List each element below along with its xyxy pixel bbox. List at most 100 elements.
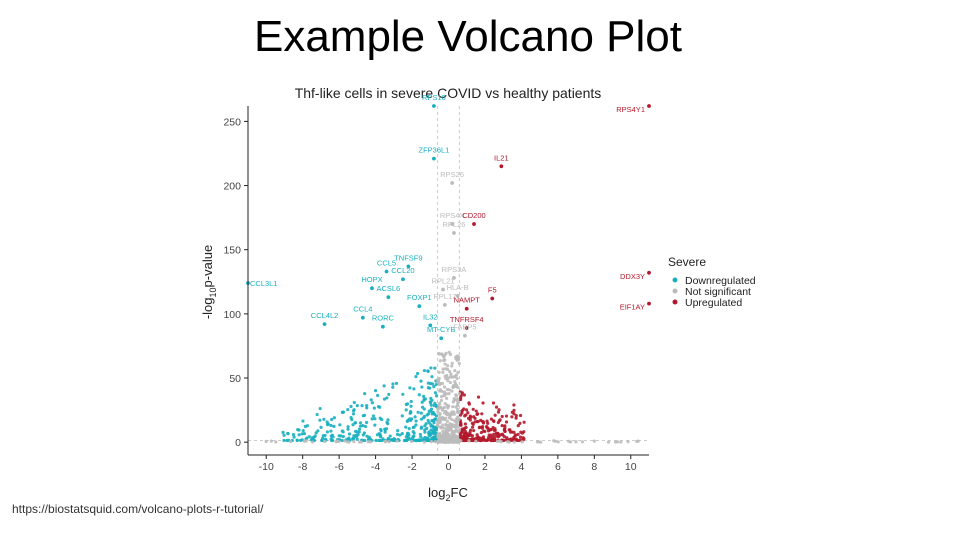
data-point-ns xyxy=(574,440,578,444)
data-point-ns xyxy=(438,412,442,417)
data-point-down xyxy=(320,438,324,443)
data-point-down xyxy=(424,422,428,426)
data-point-down xyxy=(405,438,409,443)
data-point-ns xyxy=(444,351,448,355)
data-point-down xyxy=(394,381,399,385)
labeled-point-tnfsf9 xyxy=(406,264,411,269)
data-point-down xyxy=(337,434,341,438)
data-point-down xyxy=(388,434,392,438)
data-point-ns xyxy=(456,400,460,405)
data-point-ns xyxy=(567,439,571,443)
data-point-down xyxy=(352,400,356,405)
data-point-ns xyxy=(264,439,268,444)
data-point-down xyxy=(414,419,418,423)
data-point-down xyxy=(325,420,329,424)
data-point-down xyxy=(362,413,367,417)
data-point-ns xyxy=(580,440,584,444)
data-point-down xyxy=(415,371,420,376)
data-point-ns xyxy=(422,440,427,444)
data-point-down xyxy=(423,397,427,401)
gene-label: TNFSF9 xyxy=(394,253,422,262)
data-point-ns xyxy=(346,440,350,444)
data-point-ns xyxy=(450,417,454,422)
data-point-down xyxy=(372,406,376,410)
data-point-down xyxy=(282,438,286,443)
slide-title: Example Volcano Plot xyxy=(253,12,683,61)
data-point-up xyxy=(477,426,481,430)
data-point-down xyxy=(423,430,427,434)
gene-label: RPL17 xyxy=(433,292,456,301)
gene-labels: RPS10RPS4Y1ZFP36L1IL21RPS26RPS4XCD200RPL… xyxy=(246,93,651,341)
data-point-ns xyxy=(446,411,450,415)
labeled-point-rpl21 xyxy=(441,287,445,292)
data-point-down xyxy=(346,427,350,431)
data-point-ns xyxy=(451,384,456,388)
data-point-ns xyxy=(304,439,308,443)
data-point-down xyxy=(419,425,424,429)
data-point-ns xyxy=(456,425,460,429)
data-point-ns xyxy=(438,359,442,363)
x-tick-label: 10 xyxy=(625,461,637,473)
data-point-ns xyxy=(440,434,444,438)
data-point-ns xyxy=(449,372,453,376)
labeled-point-cd200 xyxy=(472,222,476,226)
labeled-point-foxp1 xyxy=(417,304,422,309)
data-point-up xyxy=(486,421,490,425)
data-point-down xyxy=(417,393,421,397)
data-point-ns xyxy=(456,385,460,389)
data-point-down xyxy=(392,438,396,443)
data-point-down xyxy=(354,435,358,439)
data-point-ns xyxy=(457,411,461,415)
data-point-ns xyxy=(442,355,446,359)
labeled-point-rps4x xyxy=(450,222,455,226)
data-point-down xyxy=(305,436,309,440)
data-point-ns xyxy=(352,439,356,444)
data-point-up xyxy=(500,414,504,419)
data-point-ns xyxy=(454,405,458,409)
y-axis-title: -log10p-value xyxy=(200,245,218,319)
data-point-down xyxy=(378,416,382,420)
data-point-down xyxy=(417,438,421,442)
data-point-down xyxy=(400,414,404,418)
gene-label: RPS4X xyxy=(440,211,465,220)
labeled-point-hla-b xyxy=(455,293,460,298)
data-point-down xyxy=(418,432,423,437)
data-point-down xyxy=(368,437,372,441)
data-point-down xyxy=(432,421,436,425)
data-point-up xyxy=(496,435,500,439)
x-axis-title-tail: FC xyxy=(451,485,468,500)
data-point-up xyxy=(467,401,471,405)
data-point-ns xyxy=(437,352,441,356)
labeled-point-f5 xyxy=(490,296,495,301)
data-point-ns xyxy=(442,385,447,389)
data-point-down xyxy=(413,415,417,419)
data-point-down xyxy=(315,412,319,417)
data-point-ns xyxy=(450,389,454,393)
data-point-ns xyxy=(512,440,516,444)
data-point-up xyxy=(514,416,518,420)
source-url[interactable]: https://biostatsquid.com/volcano-plots-r… xyxy=(12,502,264,516)
data-point-down xyxy=(365,406,369,410)
data-point-down xyxy=(431,431,435,436)
data-point-up xyxy=(470,438,475,442)
data-point-up xyxy=(504,420,509,424)
data-point-up xyxy=(501,433,505,437)
data-point-down xyxy=(407,427,411,431)
x-axis-title-sub: 2 xyxy=(446,493,451,503)
data-point-ns xyxy=(453,374,457,378)
data-point-ns xyxy=(323,439,327,444)
data-point-down xyxy=(351,423,355,427)
data-point-down xyxy=(411,425,415,430)
x-tick-label: 0 xyxy=(446,461,452,473)
data-point-down xyxy=(391,385,395,389)
data-point-down xyxy=(354,429,358,433)
x-tick-label: 6 xyxy=(555,461,561,473)
gene-label: RPS4Y1 xyxy=(616,105,645,114)
data-point-ns xyxy=(442,393,446,397)
labeled-point-eif1ay xyxy=(647,301,651,306)
data-point-down xyxy=(406,418,410,422)
data-point-down xyxy=(350,418,354,422)
data-point-down xyxy=(433,366,437,370)
data-point-ns xyxy=(441,370,445,374)
data-point-down xyxy=(431,429,435,433)
